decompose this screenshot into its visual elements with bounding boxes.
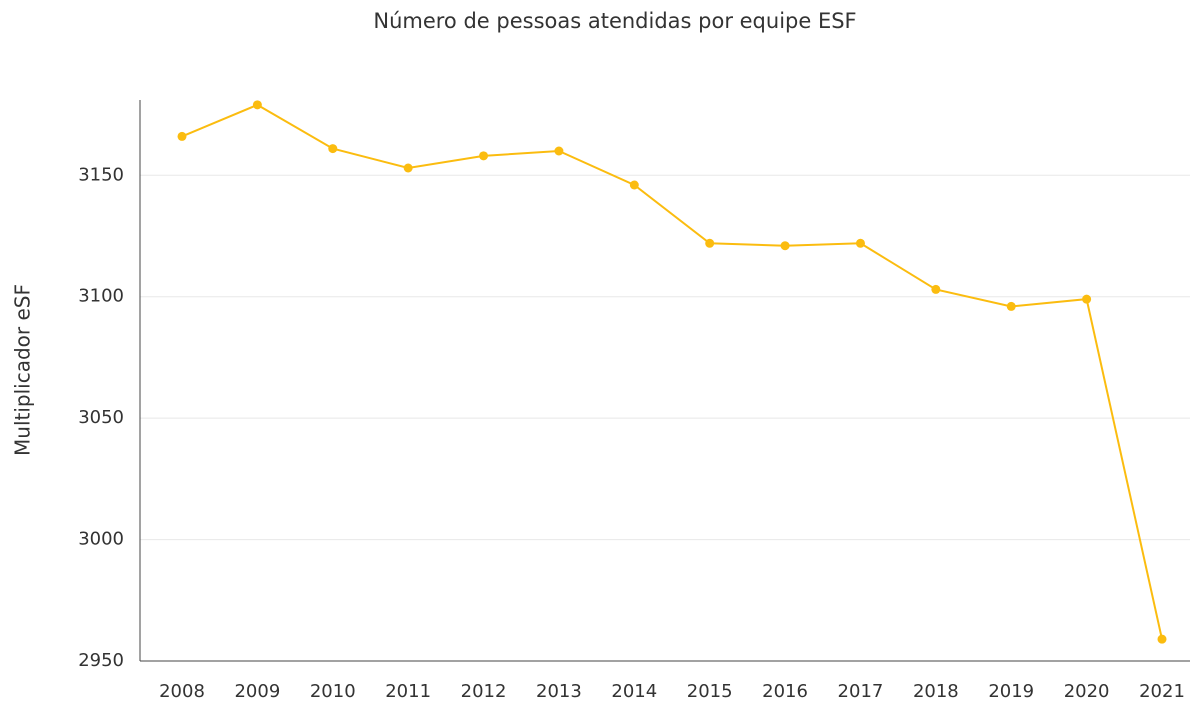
data-point: [1006, 301, 1016, 311]
x-tick-label: 2020: [1064, 681, 1110, 702]
data-line: [181, 103, 1163, 640]
y-tick-label: 3050: [78, 407, 124, 428]
x-tick-label: 2011: [385, 681, 431, 702]
x-tick-label: 2014: [611, 681, 657, 702]
x-tick-label: 2018: [913, 681, 959, 702]
data-point: [403, 163, 413, 173]
x-tick-label: 2017: [838, 681, 884, 702]
data-point: [855, 238, 865, 248]
x-tick-label: 2016: [762, 681, 808, 702]
data-point: [780, 241, 790, 251]
data-point: [705, 238, 715, 248]
data-point: [1082, 294, 1092, 304]
data-point: [629, 180, 639, 190]
chart-title: Número de pessoas atendidas por equipe E…: [373, 9, 856, 33]
data-point: [177, 131, 187, 141]
x-tick-label: 2009: [234, 681, 280, 702]
data-point: [931, 284, 941, 294]
y-tick-label: 2950: [78, 650, 124, 671]
data-point: [328, 144, 338, 154]
x-tick-label: 2013: [536, 681, 582, 702]
x-tick-label: 2008: [159, 681, 205, 702]
y-tick-label: 3000: [78, 529, 124, 550]
data-point: [252, 100, 262, 110]
x-tick-label: 2010: [310, 681, 356, 702]
data-point: [554, 146, 564, 156]
data-point: [479, 151, 489, 161]
y-tick-label: 3150: [78, 164, 124, 185]
grid: [140, 174, 1190, 662]
x-tick-label: 2012: [461, 681, 507, 702]
x-tick-label: 2019: [988, 681, 1034, 702]
y-tick-label: 3100: [78, 286, 124, 307]
x-tick-label: 2021: [1139, 681, 1185, 702]
y-axis-label: Multiplicador eSF: [11, 284, 35, 456]
x-tick-label: 2015: [687, 681, 733, 702]
data-point: [1157, 634, 1167, 644]
